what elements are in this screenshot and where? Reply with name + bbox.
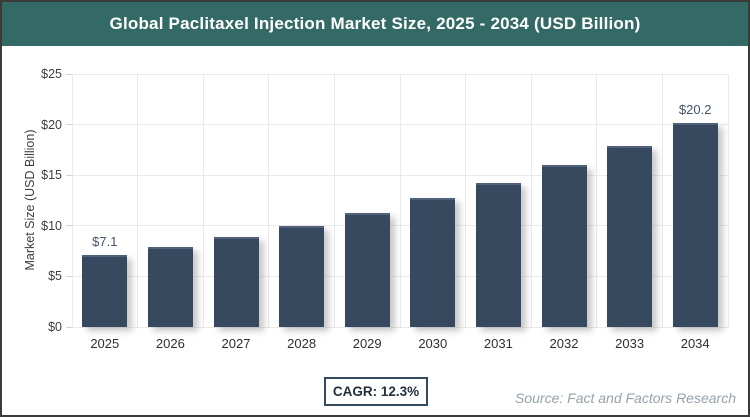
x-tick-label: 2027	[221, 336, 251, 351]
x-tick-label: 2030	[418, 336, 448, 351]
gridline-vertical	[465, 74, 467, 327]
bar-2034	[672, 122, 718, 327]
bar-2031	[475, 183, 521, 327]
bar-2030	[410, 198, 456, 327]
bar-value-label: $20.2	[678, 101, 712, 117]
y-axis-title: Market Size (USD Billion)	[23, 129, 37, 271]
x-tick-label: 2034	[680, 336, 710, 351]
gridline-vertical	[268, 74, 270, 327]
x-tick-label: 2025	[90, 336, 120, 351]
y-tick	[66, 124, 72, 126]
source-text: Source: Fact and Factors Research	[515, 390, 736, 406]
x-tick-label: 2033	[615, 336, 645, 351]
x-tick-label: 2028	[287, 336, 317, 351]
y-tick	[66, 73, 72, 75]
y-tick	[66, 326, 72, 328]
y-tick	[66, 225, 72, 227]
bar-value-label: $7.1	[92, 234, 118, 250]
y-tick-label: $25	[41, 67, 62, 81]
y-tick-label: $20	[41, 117, 62, 132]
bar-2026	[147, 247, 193, 327]
bar-2025	[82, 255, 128, 327]
bar-2028	[279, 225, 325, 327]
y-tick-label: $5	[48, 269, 62, 284]
chart-title-bar: Global Paclitaxel Injection Market Size,…	[2, 2, 748, 46]
gridline-vertical	[399, 74, 401, 327]
y-tick-label: $10	[41, 218, 62, 233]
cagr-badge: CAGR: 12.3%	[324, 377, 428, 406]
x-tick-label: 2029	[352, 336, 382, 351]
bar-2032	[541, 165, 587, 327]
y-tick-label: $15	[41, 168, 62, 183]
bar-2027	[213, 236, 259, 327]
y-tick-label: $0	[48, 320, 62, 334]
bar-2029	[344, 212, 390, 327]
gridline-vertical	[596, 74, 598, 327]
y-tick	[66, 275, 72, 277]
gridline-vertical	[137, 74, 139, 327]
gridline-vertical	[661, 74, 663, 327]
gridline-vertical	[530, 74, 532, 327]
gridline-vertical	[202, 74, 204, 327]
gridline-horizontal	[72, 326, 728, 328]
x-tick-label: 2026	[155, 336, 185, 351]
gridline-vertical	[71, 74, 73, 327]
plot-area: $0 $5 $10 $15 $20 $25 $7.1 2025 2026 2027 2028 2029…	[41, 67, 729, 351]
x-tick-label: 2032	[549, 336, 579, 351]
bar-2033	[607, 145, 653, 327]
chart-title: Global Paclitaxel Injection Market Size,…	[109, 14, 641, 33]
gridline-vertical	[727, 74, 729, 327]
y-tick	[66, 174, 72, 176]
x-tick-label: 2031	[483, 336, 513, 351]
gridline-vertical	[333, 74, 335, 327]
